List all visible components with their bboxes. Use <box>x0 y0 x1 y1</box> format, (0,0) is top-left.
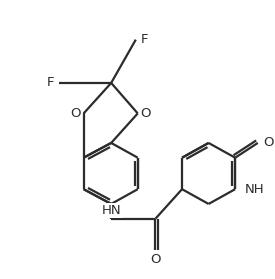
Text: O: O <box>140 107 151 120</box>
Text: O: O <box>70 107 81 120</box>
Text: NH: NH <box>245 183 265 196</box>
Text: F: F <box>141 33 148 46</box>
Text: O: O <box>150 252 161 266</box>
Text: O: O <box>264 136 274 150</box>
Text: HN: HN <box>101 204 121 217</box>
Text: F: F <box>47 76 54 90</box>
